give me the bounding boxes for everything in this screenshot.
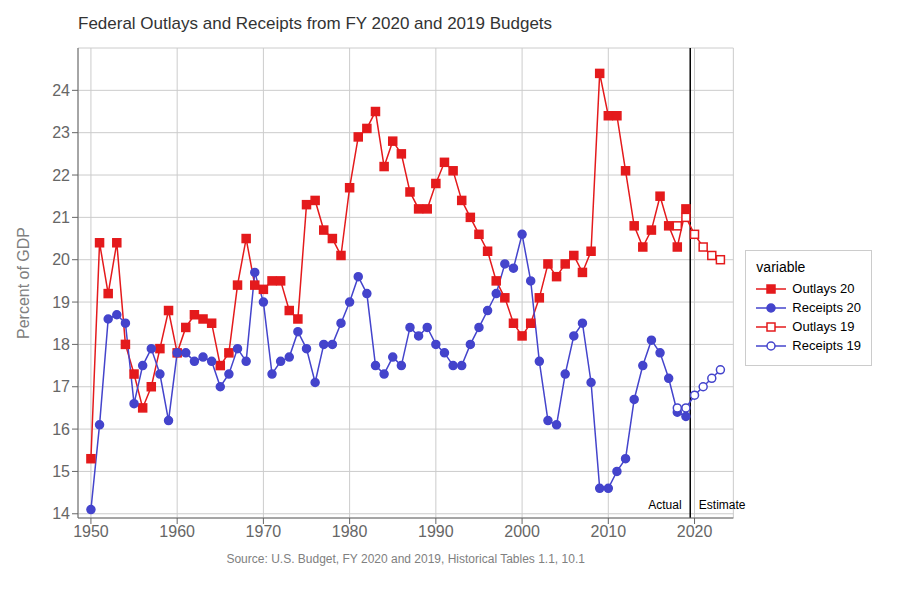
svg-text:15: 15 [52, 463, 70, 480]
html-text:Receipts 19: Receipts 19 [792, 338, 861, 353]
svg-text:23: 23 [52, 124, 70, 141]
svg-text:21: 21 [52, 209, 70, 226]
html-text:Receipts 20: Receipts 20 [792, 300, 861, 315]
html-text:Outlays 20: Outlays 20 [792, 281, 855, 296]
svg-text:2020: 2020 [677, 523, 713, 540]
svg-text:2010: 2010 [591, 523, 627, 540]
svg-text:16: 16 [52, 421, 70, 438]
svg-text:Estimate: Estimate [699, 498, 746, 512]
svg-text:17: 17 [52, 378, 70, 395]
html-text:Federal Outlays and Receipts f: Federal Outlays and Receipts from FY 202… [78, 14, 553, 33]
svg-text:Source: U.S. Budget, FY 2020 a: Source: U.S. Budget, FY 2020 and 2019, H… [226, 552, 585, 566]
svg-text:2000: 2000 [504, 523, 540, 540]
svg-text:Percent of GDP: Percent of GDP [15, 227, 32, 339]
svg-text:19: 19 [52, 294, 70, 311]
svg-text:22: 22 [52, 167, 70, 184]
svg-text:1950: 1950 [73, 523, 109, 540]
svg-text:14: 14 [52, 505, 70, 522]
svg-text:1990: 1990 [418, 523, 454, 540]
html-text:Outlays 19: Outlays 19 [792, 319, 855, 334]
svg-text:1980: 1980 [332, 523, 368, 540]
svg-text:18: 18 [52, 336, 70, 353]
svg-text:1960: 1960 [159, 523, 195, 540]
html-text:variable: variable [756, 259, 806, 275]
svg-text:20: 20 [52, 251, 70, 268]
svg-text:24: 24 [52, 82, 70, 99]
svg-text:1970: 1970 [246, 523, 282, 540]
svg-text:Actual: Actual [648, 498, 681, 512]
